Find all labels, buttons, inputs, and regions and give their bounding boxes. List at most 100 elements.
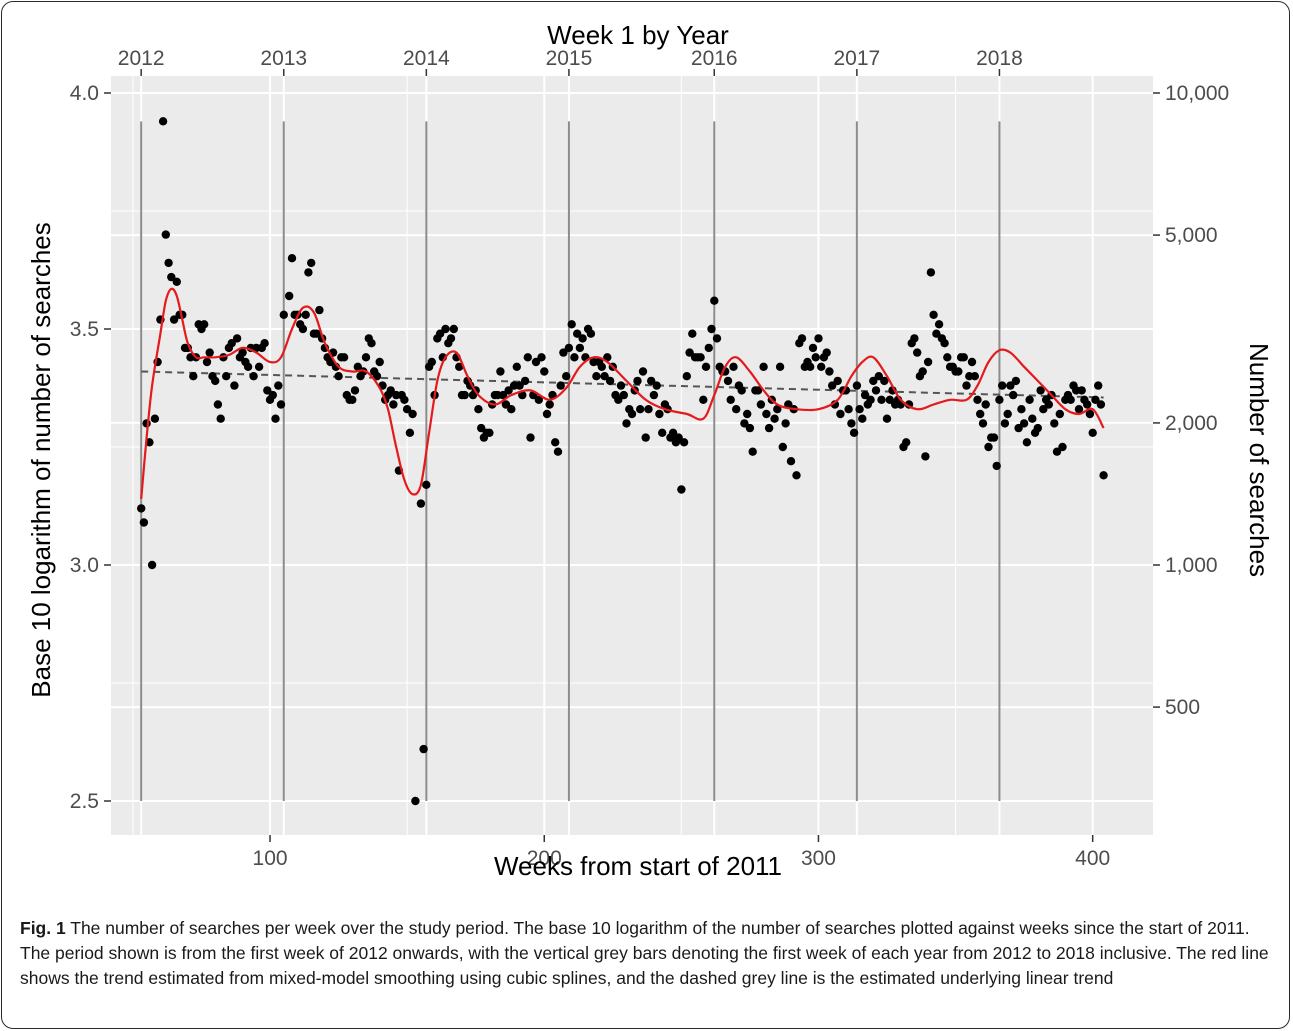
data-point xyxy=(304,268,313,277)
data-point xyxy=(422,480,431,489)
data-point xyxy=(745,423,755,433)
data-point xyxy=(161,230,170,239)
data-point xyxy=(712,334,722,343)
plot-panel xyxy=(111,76,1153,835)
data-point xyxy=(833,376,842,386)
data-point xyxy=(556,381,565,390)
data-point xyxy=(619,390,628,400)
data-point xyxy=(762,409,771,419)
data-point xyxy=(976,409,985,419)
data-point xyxy=(786,457,796,466)
data-point xyxy=(1019,419,1029,428)
data-point xyxy=(158,117,168,126)
data-point xyxy=(230,381,239,390)
data-point xyxy=(202,357,212,367)
data-point xyxy=(852,381,862,390)
data-point xyxy=(567,320,576,329)
data-point xyxy=(455,362,464,371)
data-point xyxy=(998,381,1007,390)
data-point xyxy=(973,395,982,404)
data-point xyxy=(274,381,283,390)
data-point xyxy=(981,400,990,409)
data-point xyxy=(701,362,711,371)
data-point xyxy=(929,310,938,319)
data-point xyxy=(781,419,790,428)
figure-caption-text: The number of searches per week over the… xyxy=(20,918,1269,988)
data-point xyxy=(860,390,870,400)
data-point xyxy=(405,428,415,437)
x-tick-label: 400 xyxy=(1075,847,1110,870)
data-point xyxy=(932,329,941,338)
data-point xyxy=(1033,423,1043,433)
data-point xyxy=(216,414,225,423)
data-point xyxy=(677,485,686,494)
data-point xyxy=(169,315,179,324)
right-tick-label: 500 xyxy=(1165,696,1200,719)
data-point xyxy=(367,339,376,348)
data-point xyxy=(855,405,864,414)
data-point xyxy=(1099,471,1108,480)
data-point xyxy=(408,409,417,419)
top-tick-label: 2017 xyxy=(833,47,880,70)
data-point xyxy=(627,409,637,419)
data-point xyxy=(1014,423,1023,433)
data-point xyxy=(1066,395,1075,404)
data-point xyxy=(389,400,398,409)
data-point xyxy=(756,400,766,409)
data-point xyxy=(460,390,469,400)
data-point xyxy=(770,414,779,423)
data-point xyxy=(150,414,160,423)
data-point xyxy=(778,442,787,452)
data-point xyxy=(737,386,746,395)
data-point xyxy=(147,560,157,570)
data-point xyxy=(614,395,623,404)
data-point xyxy=(797,334,807,343)
data-point xyxy=(1091,395,1100,404)
data-point xyxy=(1083,400,1092,409)
data-point xyxy=(573,329,582,338)
x-tick-label: 200 xyxy=(527,847,562,870)
data-point xyxy=(696,353,705,362)
data-point xyxy=(773,405,782,414)
right-tick-label: 5,000 xyxy=(1165,224,1218,247)
data-point xyxy=(775,362,785,371)
data-point xyxy=(534,395,543,404)
data-point xyxy=(350,386,360,395)
data-point xyxy=(1006,381,1015,390)
data-point xyxy=(222,372,231,381)
data-point xyxy=(679,438,689,447)
data-point xyxy=(520,376,530,386)
data-point xyxy=(485,428,494,437)
data-point xyxy=(934,320,944,329)
data-point xyxy=(633,376,642,386)
data-point xyxy=(564,343,574,353)
data-point xyxy=(312,329,321,338)
data-point xyxy=(400,395,409,404)
data-point xyxy=(1050,419,1059,428)
data-point xyxy=(674,433,683,442)
data-point xyxy=(189,372,198,381)
data-point xyxy=(268,390,277,400)
data-point xyxy=(806,362,815,371)
data-point xyxy=(1028,414,1037,423)
data-point xyxy=(882,414,892,423)
data-point xyxy=(496,367,505,376)
data-point xyxy=(959,353,968,362)
top-tick-label: 2015 xyxy=(546,47,593,70)
data-point xyxy=(263,386,272,395)
data-point xyxy=(211,376,220,386)
axes-layer: 100 200 300 400 2.5 3.0 3.5 4.0 500 1,000 2,000 5,0… xyxy=(70,47,1229,870)
right-tick-label: 10,000 xyxy=(1165,82,1229,105)
top-tick-label: 2018 xyxy=(976,47,1023,70)
data-point xyxy=(759,362,768,371)
data-point xyxy=(707,324,716,334)
data-point xyxy=(704,343,713,353)
smooth-trend-line xyxy=(140,287,1105,499)
year-bars xyxy=(140,121,1001,801)
data-point xyxy=(995,395,1004,404)
data-point xyxy=(419,744,428,754)
data-point xyxy=(814,334,823,343)
data-point xyxy=(849,428,859,437)
data-point xyxy=(877,395,886,404)
data-point xyxy=(402,405,412,414)
